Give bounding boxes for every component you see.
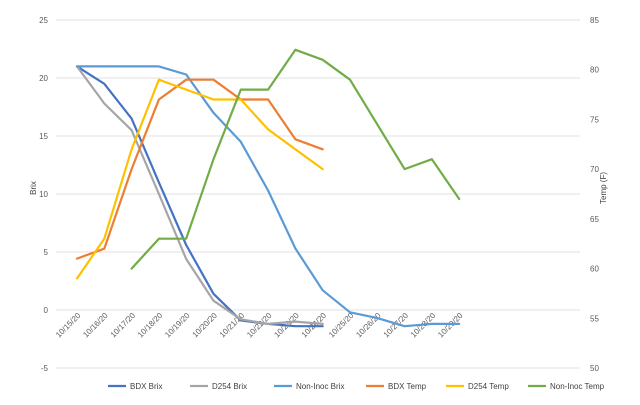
y-axis-right-ticks: 50 55 60 65 70 75 80 85 xyxy=(590,16,599,373)
legend: BDX Brix D254 Brix Non-Inoc Brix BDX Temp D2… xyxy=(108,382,605,391)
y-left-tick-label: 15 xyxy=(39,132,48,141)
y-right-tick-label: 80 xyxy=(590,66,599,75)
x-tick-label: 10/24/20 xyxy=(300,311,329,340)
y-left-tick-label: -5 xyxy=(41,364,49,373)
y-left-tick-label: 0 xyxy=(44,306,49,315)
y-axis-right-title: Temp (F) xyxy=(599,172,608,204)
y-right-tick-label: 85 xyxy=(590,16,599,25)
y-right-tick-label: 50 xyxy=(590,364,599,373)
y-left-tick-label: 5 xyxy=(44,248,49,257)
series-line-non-inoc-temp xyxy=(130,48,461,270)
series-line-bdx-brix xyxy=(75,65,324,328)
series-lines xyxy=(75,48,461,328)
x-tick-label: 10/16/20 xyxy=(81,311,110,340)
x-tick-label: 10/29/20 xyxy=(436,311,465,340)
series-line-d254-temp xyxy=(75,78,324,280)
y-right-tick-label: 75 xyxy=(590,115,599,124)
y-left-tick-label: 20 xyxy=(39,74,48,83)
legend-label-non-inoc-temp: Non-Inoc Temp xyxy=(550,382,605,391)
series-line-bdx-temp xyxy=(75,78,324,260)
legend-label-bdx-temp: BDX Temp xyxy=(388,382,427,391)
y-left-tick-label: 10 xyxy=(39,190,48,199)
y-right-tick-label: 70 xyxy=(590,165,599,174)
x-tick-label: 10/20/20 xyxy=(191,311,220,340)
x-tick-label: 10/17/20 xyxy=(109,311,138,340)
series-line-non-inoc-brix xyxy=(75,65,461,328)
x-tick-label: 10/15/20 xyxy=(54,311,83,340)
y-right-tick-label: 60 xyxy=(590,265,599,274)
y-right-tick-label: 65 xyxy=(590,215,599,224)
gridlines xyxy=(56,19,580,369)
legend-label-d254-temp: D254 Temp xyxy=(468,382,509,391)
legend-label-d254-brix: D254 Brix xyxy=(212,382,247,391)
y-axis-left-ticks: -5 0 5 10 15 20 25 xyxy=(39,16,48,373)
x-tick-label: 10/18/20 xyxy=(136,311,165,340)
legend-label-bdx-brix: BDX Brix xyxy=(130,382,162,391)
y-left-tick-label: 25 xyxy=(39,16,48,25)
legend-label-non-inoc-brix: Non-Inoc Brix xyxy=(296,382,344,391)
x-tick-label: 10/25/20 xyxy=(327,311,356,340)
x-tick-label: 10/19/20 xyxy=(163,311,192,340)
x-tick-label: 10/21/20 xyxy=(218,311,247,340)
y-right-tick-label: 55 xyxy=(590,314,599,323)
series-line-d254-brix xyxy=(75,65,324,325)
y-axis-left-title: Brix xyxy=(29,181,38,195)
